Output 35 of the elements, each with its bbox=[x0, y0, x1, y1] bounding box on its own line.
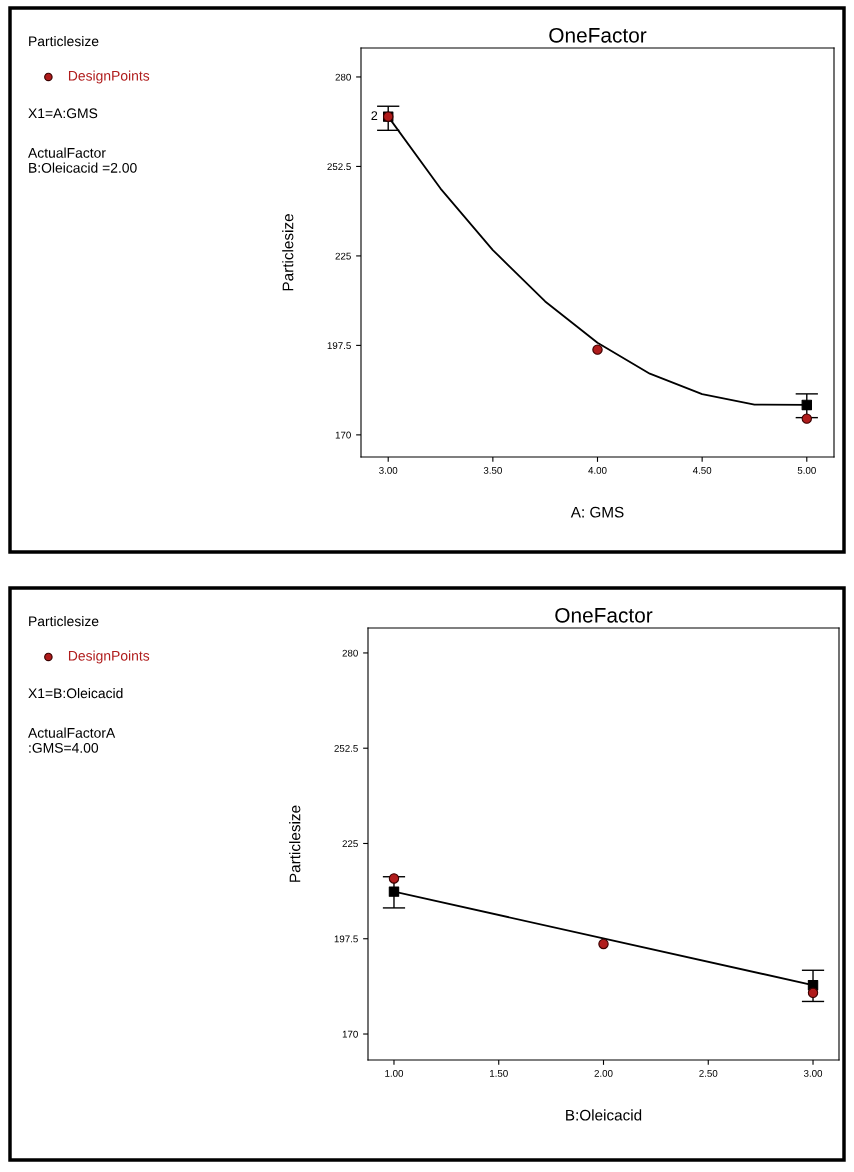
x-tick-label: 3.00 bbox=[803, 1069, 823, 1077]
text: ActualFactorA :GMS=4.00 bbox=[28, 727, 116, 753]
x-tick-label: 2.00 bbox=[594, 1069, 613, 1077]
x-axis-title: B:Oleicacid bbox=[566, 1109, 642, 1121]
chart-title: OneFactor bbox=[549, 27, 647, 43]
annotation: 2 bbox=[371, 111, 378, 120]
y-axis-title: Particlesize bbox=[282, 214, 294, 291]
y-tick-label: 170 bbox=[342, 1030, 358, 1038]
y-axis-title: Particlesize bbox=[289, 805, 301, 882]
x-tick-label: 1.50 bbox=[490, 1069, 508, 1077]
text: X1=B:Oleicacid bbox=[28, 688, 123, 699]
x-tick-label: 4.00 bbox=[588, 466, 607, 474]
x-tick-label: 3.50 bbox=[483, 466, 502, 474]
x-tick-label: 1.00 bbox=[385, 1069, 404, 1077]
text: ActualFactor B:Oleicacid =2.00 bbox=[28, 147, 137, 173]
x-tick-label: 5.00 bbox=[797, 466, 816, 474]
y-tick-label: 197.5 bbox=[327, 342, 351, 350]
x-axis-title: A: GMS bbox=[570, 506, 624, 518]
chart-title: OneFactor bbox=[555, 607, 653, 623]
y-tick-label: 225 bbox=[335, 252, 351, 260]
text: X1=A:GMS bbox=[28, 108, 98, 119]
y-tick-label: 170 bbox=[335, 431, 351, 439]
y-tick-label: 280 bbox=[335, 73, 351, 81]
text: Particlesize bbox=[29, 36, 99, 47]
y-tick-label: 252.5 bbox=[327, 163, 351, 171]
y-tick-label: 197.5 bbox=[334, 935, 358, 943]
x-tick-label: 3.00 bbox=[379, 466, 398, 474]
legend-label: DesignPoints bbox=[68, 70, 150, 84]
y-tick-label: 280 bbox=[342, 649, 358, 657]
legend-label: DesignPoints bbox=[68, 650, 150, 664]
text: Particlesize bbox=[29, 616, 99, 627]
x-tick-label: 4.50 bbox=[692, 466, 712, 474]
x-tick-label: 2.50 bbox=[699, 1069, 718, 1077]
y-tick-label: 252.5 bbox=[334, 744, 358, 752]
y-tick-label: 225 bbox=[342, 840, 358, 848]
